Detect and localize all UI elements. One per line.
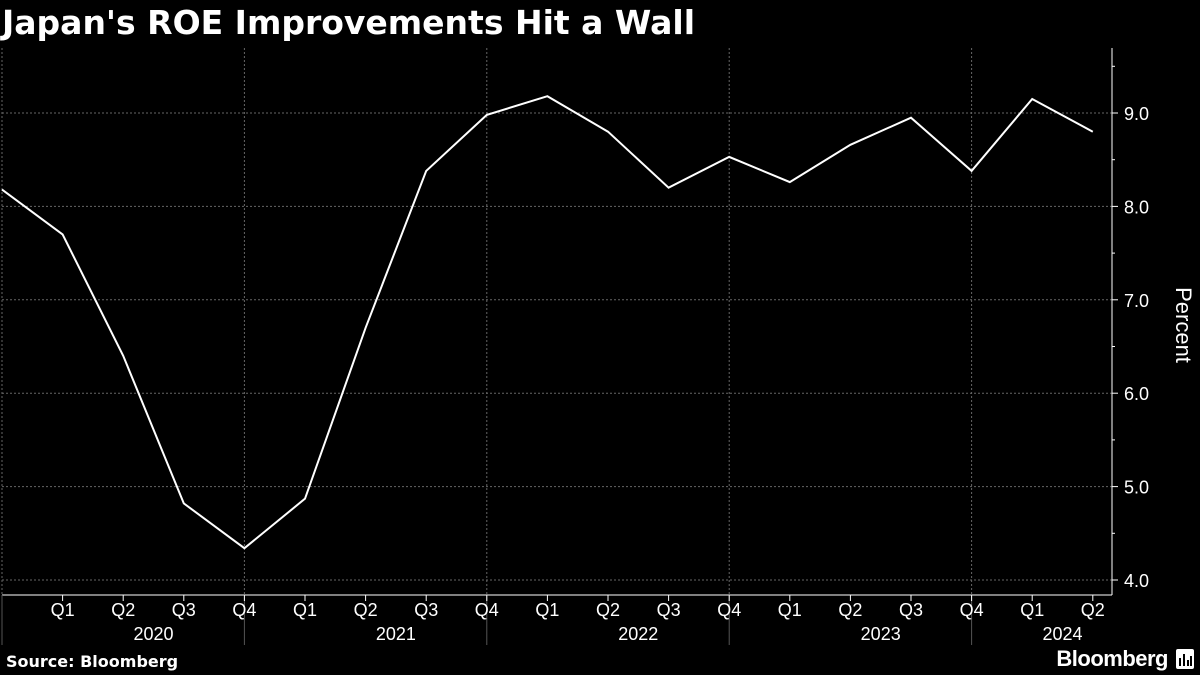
x-tick-label: Q4	[232, 600, 256, 620]
y-tick-label: 8.0	[1124, 197, 1149, 217]
year-label: 2023	[861, 624, 901, 644]
series-line	[1, 95, 1094, 550]
year-label: 2021	[376, 624, 416, 644]
y-tick-label: 4.0	[1124, 571, 1149, 591]
x-tick-label: Q1	[293, 600, 317, 620]
x-tick-label: Q2	[596, 600, 620, 620]
x-tick-label: Q2	[111, 600, 135, 620]
year-label: 2020	[133, 624, 173, 644]
bloomberg-chart-icon	[1176, 649, 1194, 669]
x-tick-label: Q3	[899, 600, 923, 620]
series-layer	[1, 95, 1094, 550]
year-label: 2024	[1042, 624, 1082, 644]
gridlines	[1, 48, 1112, 595]
x-tick-label: Q1	[778, 600, 802, 620]
x-tick-label: Q1	[535, 600, 559, 620]
x-tick-label: Q3	[657, 600, 681, 620]
x-tick-label: Q3	[414, 600, 438, 620]
y-tick-label: 9.0	[1124, 104, 1149, 124]
x-tick-label: Q3	[172, 600, 196, 620]
x-tick-label: Q1	[1020, 600, 1044, 620]
x-tick-label: Q4	[475, 600, 499, 620]
x-tick-label: Q4	[717, 600, 741, 620]
y-tick-label: 7.0	[1124, 291, 1149, 311]
chart-title: Japan's ROE Improvements Hit a Wall	[2, 3, 696, 42]
x-tick-label: Q4	[960, 600, 984, 620]
x-tick-label: Q2	[354, 600, 378, 620]
x-tick-label: Q2	[1081, 600, 1105, 620]
x-tick-label: Q1	[51, 600, 75, 620]
axes	[1, 48, 1118, 645]
bloomberg-logo: Bloomberg	[1056, 646, 1168, 671]
y-tick-label: 6.0	[1124, 384, 1149, 404]
year-label: 2022	[618, 624, 658, 644]
tick-labels: 4.0 5.0 6.0 7.0 8.0 9.0 Q1 Q2 Q3 Q4 Q1 Q2 Q3 Q4 Q1 Q2 Q3…	[51, 104, 1149, 644]
y-tick-label: 5.0	[1124, 478, 1149, 498]
y-axis-label: Percent	[1171, 287, 1196, 363]
x-tick-label: Q2	[838, 600, 862, 620]
source-note: Source: Bloomberg	[6, 652, 179, 671]
